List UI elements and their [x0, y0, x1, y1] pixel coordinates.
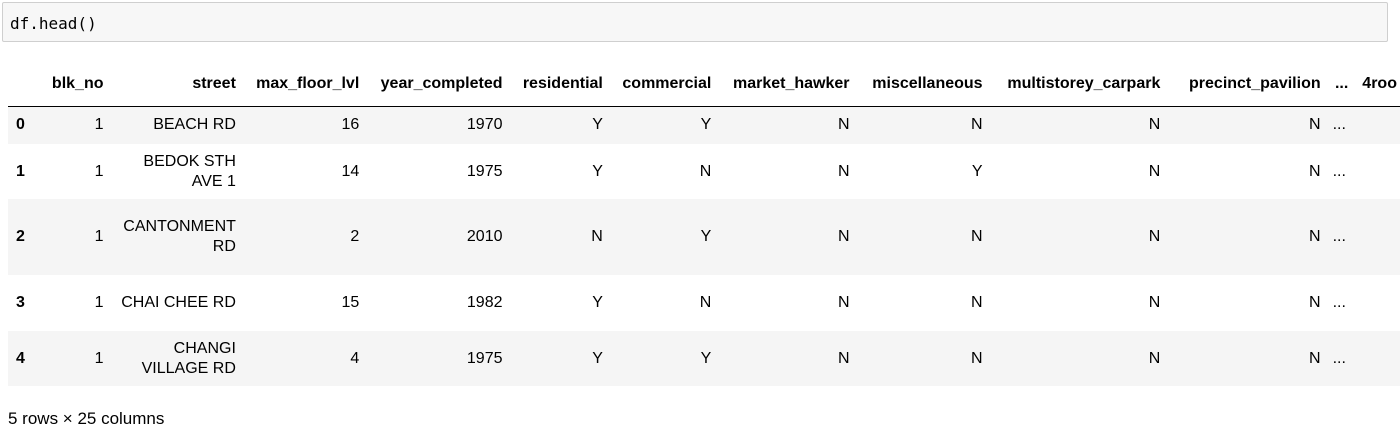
- table-row: 4 1 CHANGI VILLAGE RD 4 1975 Y Y N N N N…: [8, 331, 1400, 386]
- cell-4room-truncated: [1356, 106, 1400, 144]
- header-market-hawker: market_hawker: [719, 62, 858, 107]
- header-year-completed: year_completed: [367, 62, 511, 107]
- cell-ellipsis: ...: [1332, 349, 1346, 367]
- cell-ellipsis: ...: [1332, 228, 1346, 245]
- cell-max-floor-lvl: 4: [350, 349, 360, 367]
- header-miscellaneous: miscellaneous: [857, 62, 991, 107]
- header-ellipsis: ...: [1328, 62, 1357, 107]
- cell-residential: Y: [592, 162, 603, 180]
- cell-street: CHANGI VILLAGE RD: [141, 339, 236, 377]
- header-4room-truncated: 4roo: [1356, 62, 1400, 107]
- cell-precinct-pavilion: N: [1309, 116, 1321, 134]
- cell-ellipsis: ...: [1332, 294, 1346, 311]
- header-max-floor-lvl: max_floor_lvl: [243, 62, 368, 107]
- cell-blk-no: 1: [94, 349, 104, 367]
- cell-year-completed: 1975: [466, 162, 503, 180]
- cell-commercial: N: [699, 162, 712, 180]
- cell-4room-truncated: [1356, 199, 1400, 275]
- header-street: street: [111, 62, 244, 107]
- row-index: 4: [16, 349, 25, 367]
- cell-commercial: N: [699, 294, 712, 311]
- cell-4room-truncated: [1356, 144, 1400, 199]
- cell-multistorey-carpark: N: [1148, 294, 1161, 311]
- cell-year-completed: 1982: [466, 294, 503, 311]
- header-row: blk_no street max_floor_lvl year_complet…: [8, 62, 1400, 107]
- cell-precinct-pavilion: N: [1309, 294, 1321, 311]
- table-row: 0 1 BEACH RD 16 1970 Y Y N N N N ...: [8, 106, 1400, 144]
- cell-street: CANTONMENT RD: [123, 218, 236, 255]
- dataframe-output: blk_no street max_floor_lvl year_complet…: [8, 62, 1400, 386]
- code-cell-source[interactable]: df.head(): [10, 14, 97, 33]
- cell-miscellaneous: N: [971, 228, 983, 245]
- cell-max-floor-lvl: 15: [341, 294, 360, 311]
- table-row: 1 1 BEDOK STH AVE 1 14 1975 Y N N Y N N …: [8, 144, 1400, 199]
- cell-street: BEACH RD: [153, 116, 236, 134]
- cell-miscellaneous: Y: [971, 162, 983, 180]
- cell-multistorey-carpark: N: [1148, 162, 1161, 180]
- dataframe-table: blk_no street max_floor_lvl year_complet…: [8, 62, 1400, 386]
- dataframe-shape-summary: 5 rows × 25 columns: [8, 409, 165, 428]
- cell-commercial: Y: [700, 349, 712, 367]
- row-index: 2: [16, 228, 25, 245]
- cell-residential: Y: [592, 294, 603, 311]
- header-commercial: commercial: [610, 62, 720, 107]
- cell-miscellaneous: N: [971, 349, 983, 367]
- cell-residential: N: [591, 228, 603, 245]
- cell-precinct-pavilion: N: [1309, 162, 1321, 180]
- cell-max-floor-lvl: 16: [341, 116, 360, 134]
- cell-4room-truncated: [1356, 275, 1400, 331]
- cell-blk-no: 1: [94, 162, 104, 180]
- cell-max-floor-lvl: 14: [341, 162, 360, 180]
- code-cell[interactable]: df.head(): [2, 2, 1388, 42]
- cell-max-floor-lvl: 2: [350, 228, 360, 245]
- cell-precinct-pavilion: N: [1309, 349, 1321, 367]
- cell-commercial: Y: [700, 116, 712, 134]
- cell-residential: Y: [592, 349, 603, 367]
- cell-ellipsis: ...: [1332, 116, 1346, 134]
- cell-market-hawker: N: [837, 162, 850, 180]
- cell-residential: Y: [592, 116, 603, 134]
- cell-market-hawker: N: [837, 228, 850, 245]
- table-row: 3 1 CHAI CHEE RD 15 1982 Y N N N N N ...: [8, 275, 1400, 331]
- cell-ellipsis: ...: [1332, 162, 1346, 180]
- cell-multistorey-carpark: N: [1148, 228, 1161, 245]
- cell-precinct-pavilion: N: [1309, 228, 1321, 245]
- cell-street: CHAI CHEE RD: [121, 294, 236, 311]
- cell-commercial: Y: [700, 228, 712, 245]
- header-precinct-pavilion: precinct_pavilion: [1168, 62, 1329, 107]
- header-index: [8, 62, 38, 107]
- row-index: 1: [16, 162, 25, 180]
- cell-blk-no: 1: [94, 228, 104, 245]
- cell-street: BEDOK STH AVE 1: [143, 152, 236, 190]
- cell-multistorey-carpark: N: [1148, 116, 1161, 134]
- cell-multistorey-carpark: N: [1148, 349, 1161, 367]
- cell-market-hawker: N: [837, 294, 850, 311]
- table-row: 2 1 CANTONMENT RD 2 2010 N Y N N N N ...: [8, 199, 1400, 275]
- cell-market-hawker: N: [837, 116, 850, 134]
- row-index: 3: [16, 294, 25, 311]
- cell-year-completed: 2010: [466, 228, 503, 245]
- header-multistorey-carpark: multistorey_carpark: [990, 62, 1169, 107]
- cell-year-completed: 1970: [466, 116, 503, 134]
- cell-4room-truncated: [1356, 331, 1400, 386]
- row-index: 0: [16, 116, 25, 134]
- cell-blk-no: 1: [94, 294, 104, 311]
- header-blk-no: blk_no: [37, 62, 112, 107]
- cell-blk-no: 1: [94, 116, 104, 134]
- header-residential: residential: [510, 62, 611, 107]
- cell-year-completed: 1975: [466, 349, 503, 367]
- cell-miscellaneous: N: [971, 116, 983, 134]
- cell-miscellaneous: N: [971, 294, 983, 311]
- cell-market-hawker: N: [837, 349, 850, 367]
